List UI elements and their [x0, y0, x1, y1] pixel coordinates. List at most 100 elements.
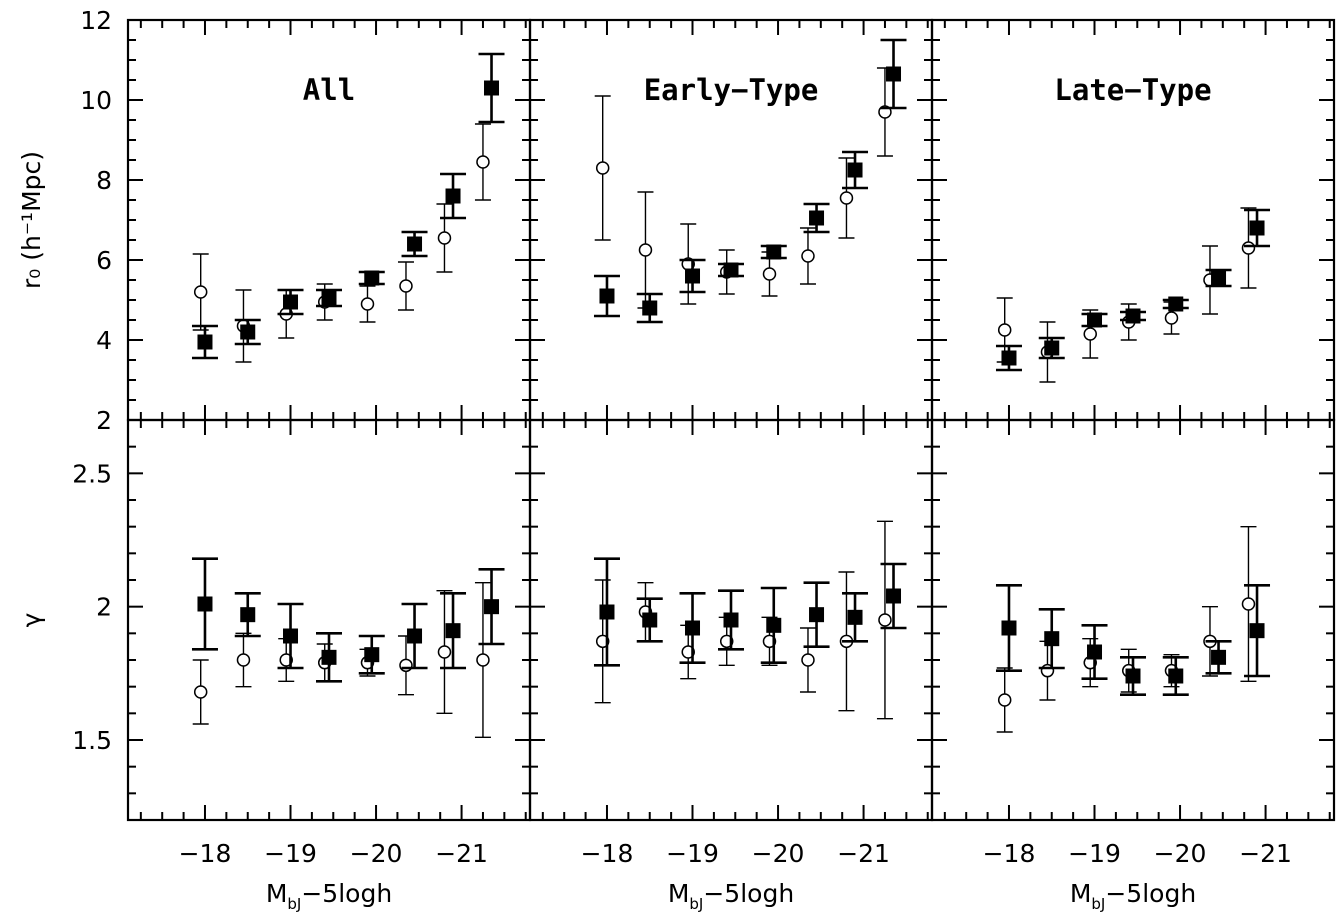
data-point-square: [1001, 350, 1017, 366]
y-tick-label: 1.5: [72, 726, 112, 755]
data-point-square: [766, 617, 782, 633]
data-point-square: [1125, 668, 1141, 684]
data-point-square: [1249, 623, 1265, 639]
data-point-square: [1125, 308, 1141, 324]
data-point-square: [599, 288, 615, 304]
data-point-square: [445, 188, 461, 204]
data-point-circle: [801, 653, 815, 667]
data-point-square: [1001, 620, 1017, 636]
data-point-square: [642, 612, 658, 628]
data-point-square: [723, 262, 739, 278]
data-point-circle: [839, 191, 854, 205]
data-point-circle: [399, 658, 413, 673]
data-point-square: [283, 294, 299, 310]
data-point-square: [364, 270, 380, 286]
data-point-square: [1044, 340, 1060, 356]
y-axis-label: γ: [17, 612, 46, 627]
x-tick-label: −19: [666, 839, 719, 868]
data-point-square: [886, 588, 902, 604]
data-point-circle: [193, 285, 208, 299]
data-point-square: [599, 604, 615, 620]
y-tick-label: 2: [96, 406, 112, 435]
data-point-square: [1044, 631, 1060, 647]
data-point-square: [642, 300, 658, 316]
data-point-square: [445, 623, 461, 639]
data-point-square: [484, 599, 500, 615]
data-point-square: [809, 210, 825, 226]
data-point-square: [1087, 312, 1103, 328]
y-tick-label: 2: [96, 593, 112, 622]
data-point-square: [1087, 644, 1103, 660]
data-point-square: [886, 66, 902, 82]
data-point-circle: [360, 297, 375, 311]
data-point-square: [1168, 296, 1184, 312]
data-point-circle: [1164, 311, 1179, 325]
data-point-circle: [762, 267, 777, 281]
data-point-circle: [437, 645, 452, 659]
panel-title: Early−Type: [644, 73, 819, 107]
data-point-circle: [476, 653, 490, 667]
panel-frame: [126, 418, 532, 822]
data-point-square: [847, 162, 863, 178]
x-tick-label: −20: [752, 839, 805, 868]
data-point-square: [809, 607, 825, 623]
data-point-circle: [997, 693, 1012, 707]
data-point-square: [407, 236, 423, 252]
data-point-square: [240, 607, 256, 623]
data-point-square: [364, 647, 380, 663]
data-point-square: [685, 620, 701, 636]
panel-4: 1.5 2 2.5 −18 −19 −20 −21 MbJ−5logh γ: [17, 418, 532, 913]
data-point-circle: [437, 231, 452, 245]
data-point-square: [1249, 220, 1265, 236]
y-tick-label: 8: [96, 166, 112, 195]
data-point-square: [484, 80, 500, 96]
data-point-circle: [1241, 241, 1256, 255]
panel-title: Late−Type: [1054, 73, 1211, 107]
x-tick-label: −21: [1239, 839, 1292, 868]
x-tick-label: −18: [983, 839, 1036, 868]
data-point-square: [1168, 668, 1184, 684]
panel-frame: [930, 418, 1336, 822]
x-axis-label: MbJ−5logh: [266, 879, 392, 913]
data-point-square: [847, 609, 863, 625]
data-point-square: [1211, 270, 1227, 286]
data-point-square: [685, 268, 701, 284]
data-point-square: [197, 596, 213, 612]
x-tick-label: −18: [581, 839, 634, 868]
panel-5: −18 −19 −20 −21 MbJ−5logh: [528, 418, 934, 913]
data-point-square: [283, 628, 299, 644]
x-axis-label: MbJ−5logh: [1070, 879, 1196, 913]
data-point-square: [1211, 649, 1227, 665]
data-point-circle: [399, 279, 413, 293]
data-point-circle: [236, 653, 251, 667]
x-tick-label: −21: [837, 839, 890, 868]
y-axis-label: r₀ (h⁻¹Mpc): [17, 151, 46, 289]
data-point-circle: [878, 613, 892, 627]
y-tick-label: 4: [96, 326, 112, 355]
y-tick-label: 6: [96, 246, 112, 275]
x-axis-label: MbJ−5logh: [668, 879, 794, 913]
data-point-square: [321, 649, 337, 665]
x-tick-label: −20: [350, 839, 403, 868]
data-point-circle: [997, 323, 1012, 337]
y-tick-label: 2.5: [72, 459, 112, 488]
panel-1: 2 4 6 8 10 12 r₀ (h⁻¹Mpc) All: [17, 6, 532, 435]
data-point-square: [197, 334, 213, 350]
panel-3: Late−Type: [930, 18, 1336, 422]
data-point-circle: [193, 685, 208, 699]
y-tick-label: 10: [80, 86, 112, 115]
x-tick-label: −19: [1068, 839, 1121, 868]
x-tick-label: −20: [1154, 839, 1207, 868]
data-point-square: [407, 628, 423, 644]
data-point-circle: [595, 161, 610, 175]
panel-6: −18 −19 −20 −21 MbJ−5logh: [930, 418, 1336, 913]
data-point-circle: [476, 155, 490, 169]
x-tick-label: −21: [435, 839, 488, 868]
x-tick-label: −18: [179, 839, 232, 868]
data-point-square: [240, 324, 256, 340]
x-tick-label: −19: [264, 839, 317, 868]
data-point-circle: [1241, 597, 1256, 611]
data-point-square: [766, 244, 782, 260]
data-point-circle: [638, 243, 653, 257]
